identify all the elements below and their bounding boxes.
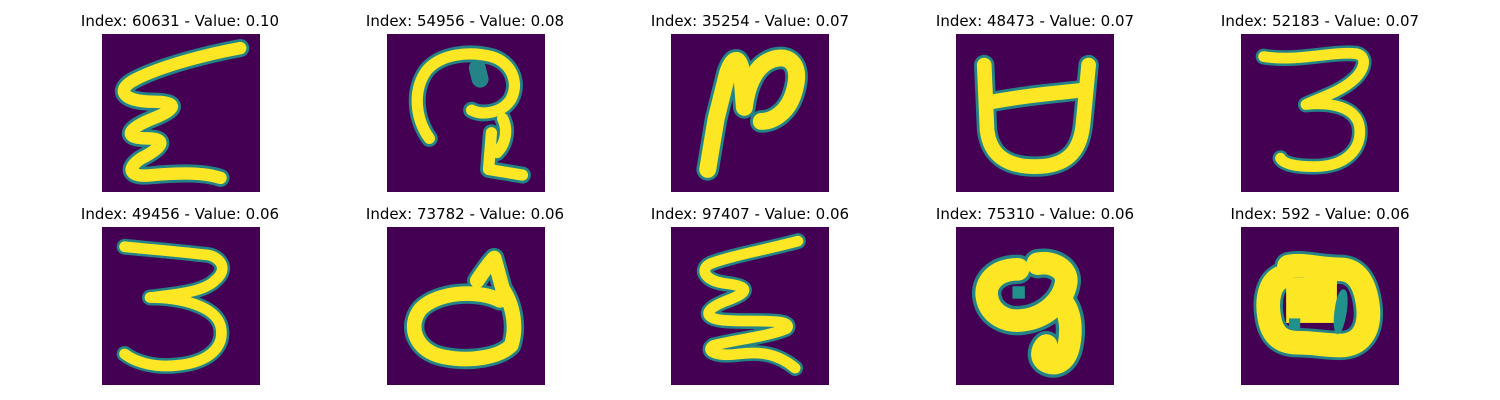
digit-image	[1241, 227, 1399, 385]
digit-image	[387, 34, 545, 192]
digit-image	[102, 227, 260, 385]
panel-title: Index: 60631 - Value: 0.10	[80, 12, 280, 30]
panel-title: Index: 75310 - Value: 0.06	[935, 205, 1135, 223]
panel-title: Index: 52183 - Value: 0.07	[1220, 12, 1420, 30]
digit-image	[671, 227, 829, 385]
digit-image	[1241, 34, 1399, 192]
digit-image	[671, 34, 829, 192]
digit-image	[387, 227, 545, 385]
panel-title: Index: 49456 - Value: 0.06	[80, 205, 280, 223]
panel-title: Index: 54956 - Value: 0.08	[365, 12, 565, 30]
digit-image	[102, 34, 260, 192]
panel-title: Index: 73782 - Value: 0.06	[365, 205, 565, 223]
digit-image	[956, 34, 1114, 192]
panel-title: Index: 592 - Value: 0.06	[1230, 205, 1410, 223]
panel-title: Index: 97407 - Value: 0.06	[650, 205, 850, 223]
panel-title: Index: 35254 - Value: 0.07	[650, 12, 850, 30]
digit-image	[956, 227, 1114, 385]
panel-title: Index: 48473 - Value: 0.07	[935, 12, 1135, 30]
